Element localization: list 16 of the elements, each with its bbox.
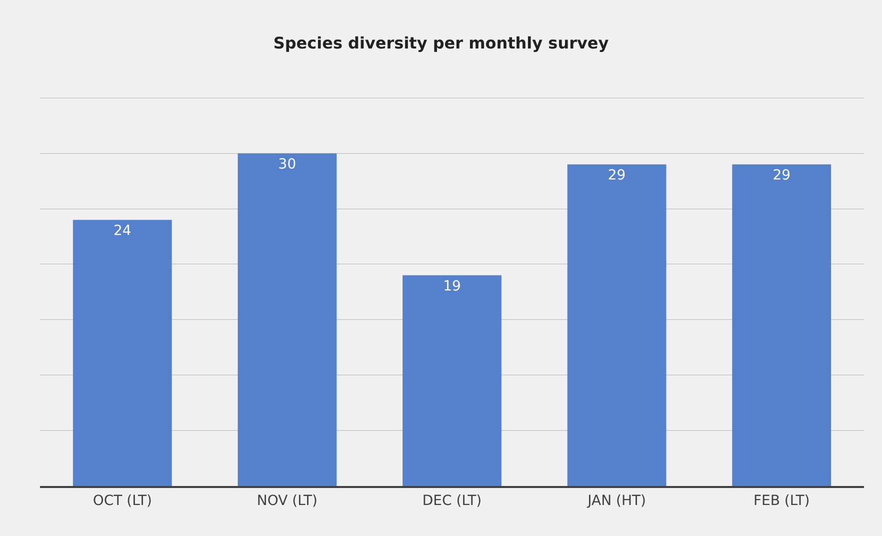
x-tick-label: FEB (LT) bbox=[753, 492, 810, 509]
data-label: 29 bbox=[608, 167, 626, 184]
x-tick-label: DEC (LT) bbox=[422, 492, 482, 509]
data-label: 19 bbox=[443, 278, 461, 294]
bar bbox=[567, 164, 666, 486]
data-label: 24 bbox=[113, 222, 132, 239]
x-tick-label: OCT (LT) bbox=[92, 492, 152, 509]
bar bbox=[402, 275, 502, 486]
bar bbox=[72, 220, 172, 486]
data-label: 30 bbox=[278, 156, 296, 172]
x-tick-label: NOV (LT) bbox=[256, 492, 318, 509]
chart-title: Species diversity per monthly survey bbox=[273, 33, 610, 52]
bar bbox=[732, 164, 832, 486]
x-tick-label: JAN (HT) bbox=[586, 492, 646, 509]
data-label: 29 bbox=[772, 167, 791, 184]
bar bbox=[238, 153, 337, 486]
